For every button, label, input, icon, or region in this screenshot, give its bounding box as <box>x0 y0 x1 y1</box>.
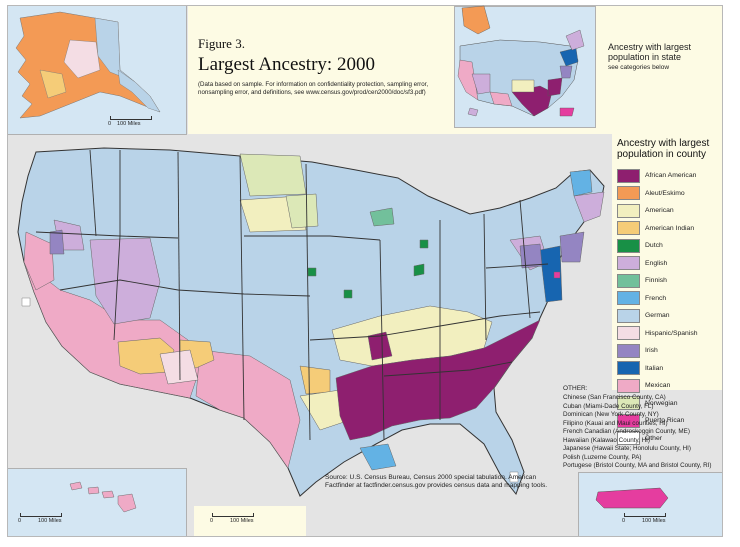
scale-bar-line <box>624 513 666 517</box>
legend-label: Irish <box>645 347 658 355</box>
legend-swatch <box>617 186 640 201</box>
legend-item: Italian <box>617 360 698 378</box>
legend-item: Mexican <box>617 377 698 395</box>
other-item: Cuban (Miami-Dade County, FL) <box>563 402 654 410</box>
mainland-map <box>17 147 605 497</box>
other-item: Japanese (Hawaii State; Honolulu County,… <box>563 445 691 452</box>
legend-label: Aleut/Eskimo <box>645 189 685 197</box>
legend-label: Norwegian <box>645 399 678 407</box>
legend-label: English <box>645 259 668 267</box>
scale-bar-line <box>20 513 62 517</box>
other-item: Chinese (San Francisco County, CA) <box>563 394 666 401</box>
other-item: Portugese (Bristol County, MA and Bristo… <box>563 462 712 469</box>
title-panel <box>188 6 464 134</box>
legend-item: Dutch <box>617 237 698 255</box>
legend-item: German <box>617 307 698 325</box>
legend-item: Aleut/Eskimo <box>617 185 698 203</box>
scale-bar-line <box>110 116 152 120</box>
legend-label: German <box>645 312 670 320</box>
legend-swatch <box>617 203 640 218</box>
other-item: Filipino (Kauai and Maui counties, HI) <box>563 419 668 427</box>
legend-swatch <box>617 413 640 428</box>
legend-swatch <box>617 256 640 271</box>
source-note: Source: U.S. Census Bureau, Census 2000 … <box>325 474 548 490</box>
legend-label: French <box>645 294 667 302</box>
legend-item: American Indian <box>617 220 698 238</box>
legend-swatch <box>617 273 640 288</box>
scale-zero: 0 <box>622 518 626 524</box>
figure-title: Largest Ancestry: 2000 <box>198 54 375 75</box>
other-item: Polish (Luzerne County, PA) <box>563 453 642 461</box>
legend-label: Italian <box>645 364 664 372</box>
legend-item: Finnish <box>617 272 698 290</box>
legend-label: Dutch <box>645 242 663 250</box>
mainland-scale-box <box>194 506 306 536</box>
other-title: OTHER: <box>563 385 588 392</box>
figure-label: Figure 3. <box>198 36 245 51</box>
other-item: Hawaiian (Kalawao County, HI) <box>563 436 651 444</box>
state-inset-subtitle: see categories below <box>608 64 670 71</box>
puerto-rico-map <box>595 487 669 509</box>
legend-swatch <box>617 396 640 411</box>
figure-note: (Data based on sample. For information o… <box>198 81 429 96</box>
other-list: Chinese (San Francisco County, CA) Cuban … <box>563 394 712 471</box>
legend-item: Puerto Rican <box>617 412 698 430</box>
legend-label: Other <box>645 434 662 442</box>
scale-label: 100 Miles <box>38 518 62 524</box>
legend-item: English <box>617 255 698 273</box>
legend: African American Aleut/Eskimo American Amer… <box>617 167 698 447</box>
legend-swatch <box>617 221 640 236</box>
hawaii-map <box>69 481 137 513</box>
legend-swatch <box>617 308 640 323</box>
legend-swatch <box>617 326 640 341</box>
state-inset-map <box>457 5 585 117</box>
legend-title: Ancestry with largest population in coun… <box>617 138 710 160</box>
legend-item: American <box>617 202 698 220</box>
scale-zero: 0 <box>108 121 112 127</box>
legend-swatch <box>617 343 640 358</box>
legend-label: Hispanic/Spanish <box>645 329 698 337</box>
legend-item: Hispanic/Spanish <box>617 325 698 343</box>
legend-label: African American <box>645 172 697 180</box>
scale-label: 100 Miles <box>230 518 254 524</box>
legend-item: French <box>617 290 698 308</box>
other-item: Dominican (New York County, NY) <box>563 411 659 418</box>
state-inset-title: Ancestry with largest population in stat… <box>608 42 692 62</box>
legend-item: African American <box>617 167 698 185</box>
scale-zero: 0 <box>18 518 22 524</box>
scale-bar-line <box>212 513 254 517</box>
hawaii-inset <box>8 468 187 536</box>
legend-item: Irish <box>617 342 698 360</box>
other-item: French Canadian (Androskoggin County, ME… <box>563 428 690 435</box>
legend-swatch <box>617 238 640 253</box>
legend-swatch <box>617 431 640 446</box>
alaska-map <box>15 11 161 119</box>
legend-swatch <box>617 378 640 393</box>
legend-label: American <box>645 207 674 215</box>
legend-swatch <box>617 291 640 306</box>
scale-label: 100 Miles <box>117 121 141 127</box>
legend-item: Other <box>617 430 698 448</box>
scale-zero: 0 <box>210 518 214 524</box>
legend-label: Finnish <box>645 277 667 285</box>
legend-label: American Indian <box>645 224 695 232</box>
legend-item: Norwegian <box>617 395 698 413</box>
legend-swatch <box>617 168 640 183</box>
legend-label: Mexican <box>645 382 671 390</box>
scale-label: 100 Miles <box>642 518 666 524</box>
legend-label: Puerto Rican <box>645 417 685 425</box>
legend-swatch <box>617 361 640 376</box>
